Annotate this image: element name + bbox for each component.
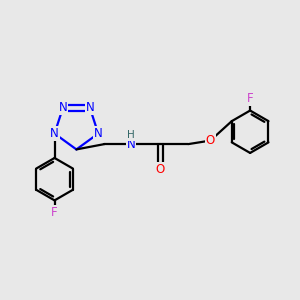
Text: F: F [51, 206, 58, 219]
Text: N: N [50, 127, 59, 140]
Text: N: N [94, 127, 103, 140]
Text: N: N [127, 138, 135, 151]
Text: H: H [127, 130, 135, 140]
Text: N: N [85, 101, 94, 114]
Text: F: F [247, 92, 253, 105]
Text: O: O [206, 134, 215, 147]
Text: O: O [156, 163, 165, 176]
Text: N: N [58, 101, 67, 114]
